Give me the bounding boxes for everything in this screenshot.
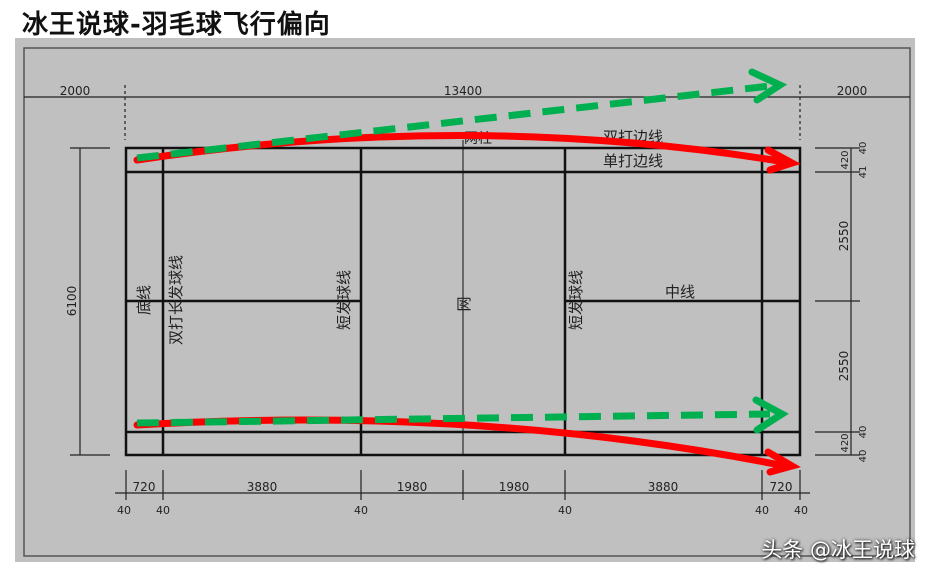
dim-40: 40 xyxy=(558,504,572,517)
label-short-service-right: 短发球线 xyxy=(567,270,585,330)
dim-half-bottom: 2550 xyxy=(837,351,851,382)
dim-40: 40 xyxy=(794,504,808,517)
green-arrowhead-bottom xyxy=(752,396,789,434)
dim-bottom-2: 3880 xyxy=(247,480,278,494)
red-arrowhead-bottom xyxy=(764,448,801,476)
dim-bottom-4: 1980 xyxy=(499,480,530,494)
bottom-dimension xyxy=(115,470,810,500)
dim-side-top: 420 xyxy=(840,150,851,169)
dim-right-margin: 2000 xyxy=(837,84,868,98)
label-doubles-long-service: 双打长发球线 xyxy=(167,255,185,345)
green-arrowhead-top xyxy=(748,68,788,104)
title: 冰王说球-羽毛球飞行偏向 xyxy=(22,10,331,40)
flight-paths xyxy=(133,68,801,476)
dim-bottom-6: 720 xyxy=(770,480,793,494)
dim-b40a: 40 xyxy=(858,426,869,439)
dim-width: 6100 xyxy=(65,286,79,317)
dim-40: 40 xyxy=(117,504,131,517)
green-dashed-top xyxy=(136,82,771,162)
dim-40: 40 xyxy=(156,504,170,517)
red-arrowhead-top xyxy=(764,146,801,174)
green-dashed-bottom xyxy=(136,410,771,427)
red-curve-bottom xyxy=(133,416,789,470)
right-dimension xyxy=(815,147,860,456)
frame xyxy=(23,47,911,557)
dim-half-top: 2550 xyxy=(837,221,851,252)
dim-bottom-1: 720 xyxy=(133,480,156,494)
dim-b40b: 40 xyxy=(858,450,869,463)
dim-t40: 40 xyxy=(858,142,869,155)
watermark: 头条 @冰王说球 xyxy=(761,538,915,562)
label-short-service-left: 短发球线 xyxy=(335,270,353,330)
red-curve-top xyxy=(133,132,789,166)
dim-40: 40 xyxy=(755,504,769,517)
left-dimension xyxy=(70,147,110,456)
dim-bottom-5: 3880 xyxy=(648,480,679,494)
dim-left-margin: 2000 xyxy=(60,84,91,98)
dim-40: 40 xyxy=(354,504,368,517)
label-net: 网 xyxy=(455,296,473,311)
dim-length: 13400 xyxy=(444,84,482,98)
label-baseline: 底线 xyxy=(135,285,153,315)
label-center-line: 中线 xyxy=(665,283,695,301)
dim-t41: 41 xyxy=(858,166,869,179)
dim-bottom-3: 1980 xyxy=(397,480,428,494)
label-singles-side: 单打边线 xyxy=(603,152,663,170)
dim-side-bottom: 420 xyxy=(840,433,851,452)
